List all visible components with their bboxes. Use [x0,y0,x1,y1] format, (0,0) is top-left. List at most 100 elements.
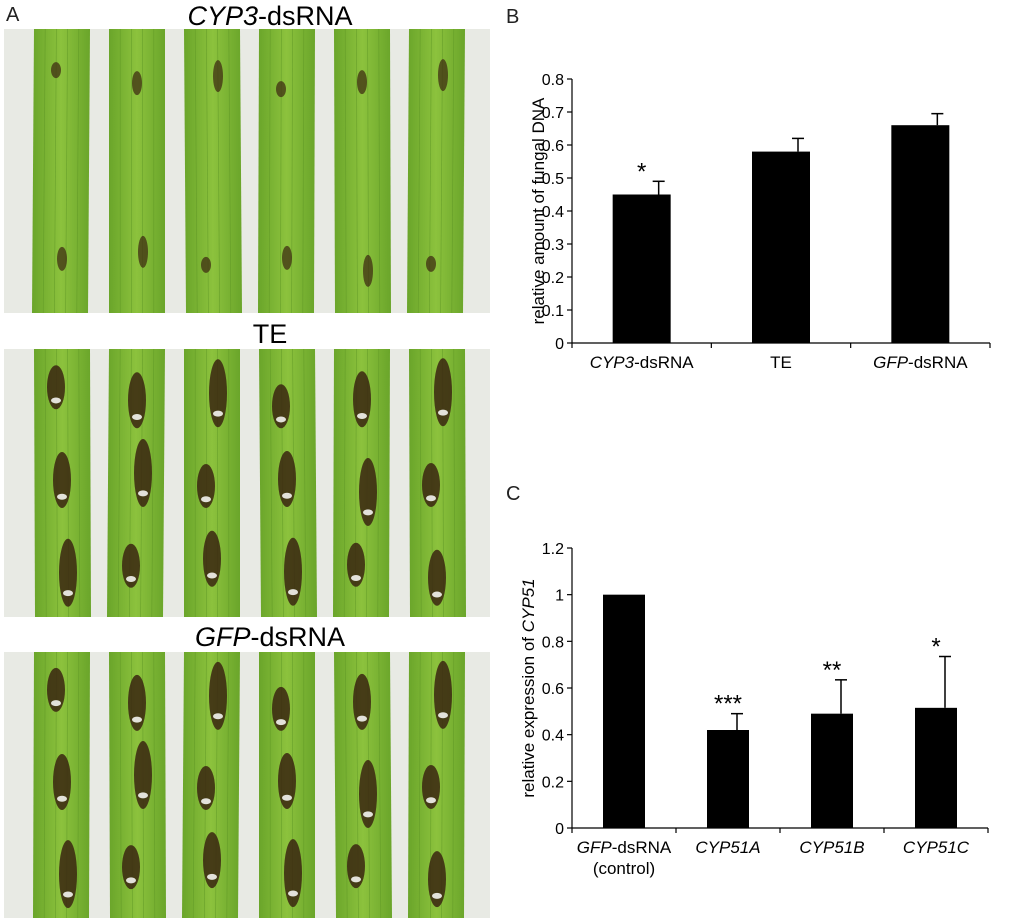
lesion-highlight [438,712,448,719]
lesion [197,464,215,508]
x-tick-label-italic: CYP51C [903,838,970,857]
leaf-vein [44,349,47,617]
leaf-photo-gfp-svg [4,652,490,918]
y-tick-label: 0.4 [542,728,564,745]
lesion [51,62,61,79]
lesion-highlight [426,797,436,804]
lesion-highlight [126,877,136,884]
leaf-blade [184,29,242,313]
significance-marker: ** [823,657,842,684]
leaf-blade [334,29,391,313]
lesion-highlight [132,716,142,723]
lesion-highlight [138,792,148,799]
leaf-vein [291,29,293,313]
lesion-highlight [207,873,217,880]
lesion [47,365,65,410]
leaf-photo-gfp [4,652,490,918]
leaf-vein [226,652,230,918]
leaf-4 [259,652,315,918]
lesion [284,537,302,606]
lesion-highlight [282,794,292,801]
y-tick-label: 0.8 [542,72,564,89]
significance-marker: * [931,634,940,661]
x-tick-label-rest: -dsRNA [612,838,672,857]
x-tick-label-italic: CYP3 [590,353,635,372]
y-tick-label: 1 [555,588,564,605]
leaf-1 [34,349,91,617]
lesion-highlight [288,890,298,897]
lesion-highlight [363,509,373,516]
x-tick-label-italic: GFP [873,353,909,372]
leaf-vein [194,29,198,313]
lesion [203,530,221,587]
leaf-vein [228,29,232,313]
lesion [203,832,221,889]
y-tick-label: 0.6 [542,138,564,155]
y-axis-label: relative amount of fungal DNA [529,97,548,324]
lesion [47,667,65,712]
x-tick-label-italic: CYP51B [799,838,864,857]
lesion-highlight [276,719,286,726]
y-tick-label: 0.8 [542,634,564,651]
y-tick-label: 0 [555,336,564,353]
bar [707,730,749,828]
leaf-2 [109,29,165,313]
lesion [353,673,371,730]
lesion-highlight [432,892,442,899]
lesion-highlight [51,700,61,707]
lesion-highlight [213,713,223,720]
leaf-4 [259,349,317,617]
x-tick-label-rest: TE [770,353,792,372]
leaf-vein [76,29,80,313]
lesion-highlight [426,495,436,502]
lesion-highlight [138,490,148,497]
lesion [134,439,152,507]
lesion-highlight [57,493,67,500]
leaf-blade [407,29,465,313]
leaf-6 [407,29,465,313]
leaf-5 [333,349,390,617]
leaf-vein [117,349,121,617]
y-tick-label: 0.5 [542,171,564,188]
lesion [197,766,215,810]
leaf-photo-te-svg [4,349,490,617]
leaf-vein [344,29,347,313]
leaf-blade [32,29,90,313]
y-tick-label: 0.4 [542,204,564,221]
lesion [201,256,211,273]
bar [811,713,853,828]
x-tick-label: CYP3-dsRNA [590,353,695,372]
y-tick-label: 0.6 [542,681,564,698]
lesion [53,754,71,810]
y-tick-label: 1.2 [542,541,564,558]
bar [915,707,957,828]
lesion [428,851,446,908]
chart-b-svg: 00.10.20.30.40.50.60.70.8*CYP3-dsRNA TE GF… [529,72,991,372]
lesion [138,235,148,268]
leaf-vein [151,349,155,617]
lesion [353,371,371,428]
lesion-highlight [282,492,292,499]
y-axis-label-prefix: relative expression of [519,632,538,797]
lesion [134,741,152,809]
lesion-highlight [357,413,367,420]
leaf-3 [184,349,240,617]
lesion-highlight [63,891,73,898]
y-axis-label: relative expression of CYP51 [519,578,538,797]
lesion-highlight [432,591,442,598]
lesion-highlight [207,572,217,579]
leaf-2 [107,349,165,617]
leaf-vein [451,29,455,313]
significance-marker: * [637,158,646,185]
leaf-vein [343,349,346,617]
x-tick-label-rest: -dsRNA [908,353,968,372]
leaf-6 [409,349,466,617]
lesion [209,661,227,730]
x-tick-label: CYP51B [799,838,864,857]
x-tick-label-italic: CYP51A [695,838,760,857]
group-title-gfp-rest: -dsRNA [250,622,346,652]
lesion [272,686,290,731]
group-title-cyp3: CYP3-dsRNA [100,1,440,32]
lesion [53,452,71,508]
lesion [209,359,227,428]
